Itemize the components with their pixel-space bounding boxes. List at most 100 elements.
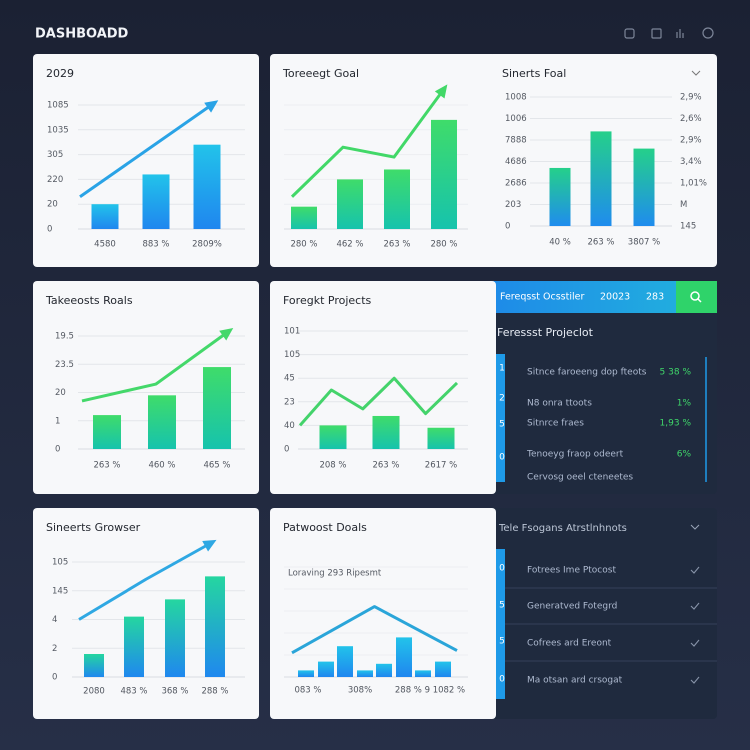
marker: 5	[499, 601, 505, 611]
y-tick-label: 145	[52, 586, 68, 596]
x-tick-label: 2080	[83, 687, 105, 697]
y-tick-label: 0	[284, 445, 289, 455]
y2-tick-label: M	[680, 200, 687, 210]
bar	[165, 599, 185, 677]
x-tick-label: 4580	[94, 240, 116, 250]
trend-line	[291, 605, 458, 655]
y-tick-label: 1035	[47, 125, 69, 135]
marker: 0	[499, 453, 505, 463]
y-tick-label: 105	[284, 350, 300, 360]
bar	[205, 576, 225, 677]
row-label: Ma otsan ard crsogat	[527, 676, 623, 686]
y-tick-label: 20	[55, 388, 66, 398]
x-tick-label: 280 %	[290, 240, 317, 250]
y-tick-label: 305	[47, 150, 63, 160]
x-tick-label: 2809%	[192, 240, 222, 250]
bar	[384, 169, 410, 229]
bar	[590, 131, 612, 226]
marker: 5	[499, 637, 505, 647]
chevron[interactable]	[690, 524, 700, 530]
x-tick-label: 280 %	[430, 240, 457, 250]
y-tick-label: 105	[52, 558, 68, 568]
marker: 5	[499, 420, 505, 430]
bar	[193, 144, 221, 229]
panel-subtitle: Loraving 293 Ripesmt	[288, 569, 382, 579]
panel-title: Patwoost Doals	[283, 521, 367, 534]
y-tick-label: 40	[284, 421, 295, 431]
icon[interactable]	[702, 27, 714, 39]
x-tick-label: 263 %	[587, 238, 614, 248]
header-icons	[624, 27, 714, 39]
x-tick-label: 368 %	[161, 687, 188, 697]
y-tick-label: 23.5	[55, 360, 74, 370]
bar	[396, 637, 412, 677]
trend-line	[78, 540, 214, 621]
row-value: 1,93 %	[660, 419, 692, 429]
bar	[291, 206, 317, 229]
marker: 1	[499, 364, 505, 374]
y2-tick-label: 145	[680, 222, 696, 232]
bar	[372, 415, 400, 449]
y2-tick-label: 1,01%	[680, 179, 707, 189]
bar	[357, 670, 373, 677]
trend-line	[81, 329, 231, 403]
search-icon	[690, 291, 700, 301]
icon[interactable]	[651, 28, 662, 39]
x-tick-label: 460 %	[148, 461, 175, 471]
x-tick-label: 462 %	[336, 240, 363, 250]
bar	[142, 174, 170, 229]
y2-tick-label: 3,4%	[680, 157, 702, 167]
row-label: Tenoeyg fraop odeert	[526, 450, 624, 460]
forecast-panel	[489, 281, 717, 494]
icon[interactable]	[624, 28, 635, 39]
panel-title: Foregkt Projects	[283, 294, 372, 307]
row-value: 1%	[677, 399, 692, 409]
y-tick-label: 1085	[47, 101, 69, 111]
bar	[203, 367, 231, 449]
x-tick-label: 263 %	[383, 240, 410, 250]
x-tick-label: 308%	[348, 686, 372, 696]
row-value: 5 38 %	[660, 368, 692, 378]
marker: 0	[499, 564, 505, 574]
x-tick-label: 465 %	[203, 461, 230, 471]
bar	[549, 167, 571, 226]
search-value: 283	[646, 292, 664, 303]
search-label: Fereqsst Ocsstiler	[500, 292, 584, 303]
bar	[93, 415, 121, 449]
row-label: N8 onra ttoots	[527, 399, 592, 409]
y-tick-label: 2686	[505, 179, 527, 189]
x-tick-label: 483 %	[120, 687, 147, 697]
bar	[337, 646, 353, 677]
y-tick-label: 4	[52, 615, 57, 625]
y-tick-label: 20	[47, 200, 58, 210]
x-tick-label: 288 % 9 1082 %	[395, 686, 465, 696]
bar	[376, 663, 392, 677]
panel	[270, 54, 496, 267]
x-tick-label: 883 %	[142, 240, 169, 250]
bar	[427, 427, 455, 449]
separators	[505, 587, 717, 662]
chevron[interactable]	[691, 70, 701, 76]
y-tick-label: 1	[55, 416, 60, 426]
row-label: Sitnrce fraes	[527, 419, 584, 429]
bar	[435, 661, 451, 677]
trend-line	[298, 376, 459, 427]
y-tick-label: 0	[47, 225, 52, 235]
row-value: 6%	[677, 450, 692, 460]
x-tick-label: 2617 %	[425, 461, 457, 471]
bar	[148, 395, 176, 449]
row-label: Sitnce faroeeng dop fteots	[527, 368, 647, 378]
arrow-head	[204, 100, 219, 113]
arrow-head	[219, 328, 234, 341]
x-tick-label: 288 %	[201, 687, 228, 697]
bar	[337, 179, 363, 229]
icon[interactable]	[676, 29, 684, 38]
search-button[interactable]	[676, 281, 717, 313]
check-icons	[690, 566, 700, 684]
bar	[298, 670, 314, 677]
panel-title: Takeeosts Roals	[45, 294, 133, 307]
x-tick-label: 083 %	[294, 686, 321, 696]
arrow-head	[434, 84, 448, 99]
marker: 0	[499, 675, 505, 685]
bar	[415, 670, 431, 677]
